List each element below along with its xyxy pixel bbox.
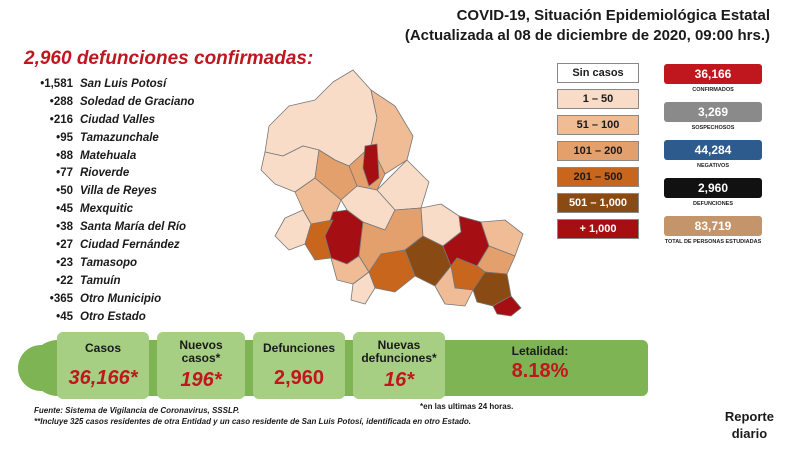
death-count: 27 xyxy=(8,239,80,251)
state-map xyxy=(260,69,524,317)
municipality-name: Otro Estado xyxy=(80,310,146,323)
municipality-name: Rioverde xyxy=(80,167,130,180)
deaths-card-value: 2,960 xyxy=(273,367,325,389)
source-note: Fuente: Sistema de Vigilancia de Coronav… xyxy=(34,406,240,415)
municipality-name: Soledad de Graciano xyxy=(80,95,195,108)
daily-report-label: Reporte diario xyxy=(725,408,774,442)
municipality-name: Tamuín xyxy=(80,274,121,287)
death-count: 45 xyxy=(8,203,80,215)
legend-item: Sin casos xyxy=(557,63,639,83)
lethality-value: 8.18% xyxy=(511,360,569,382)
new-deaths-value: 16* xyxy=(383,369,415,391)
death-count: 22 xyxy=(8,275,80,287)
map-region-south-2 xyxy=(350,271,376,305)
negative-value: 44,284 xyxy=(664,140,762,160)
new-cases-card: Nuevos casos* 196* xyxy=(157,332,245,399)
new-deaths-label: Nuevas defunciones* xyxy=(361,338,437,365)
legend-item: 1 – 50 xyxy=(557,89,639,109)
map-region-huasteca-4 xyxy=(434,265,474,307)
deaths-card-label: Defunciones xyxy=(262,341,335,355)
new-deaths-card: Nuevas defunciones* 16* xyxy=(353,332,445,399)
legend-item: 201 – 500 xyxy=(557,167,639,187)
deaths-card: Defunciones 2,960 xyxy=(253,332,345,399)
map-region-northeast-red xyxy=(362,143,380,187)
total-studied-label: TOTAL DE PERSONAS ESTUDIADAS xyxy=(664,239,762,245)
municipality-name: Santa María del Río xyxy=(80,221,187,234)
daily-report-line1: Reporte xyxy=(724,409,774,424)
new-cases-label: Nuevos casos* xyxy=(179,338,223,365)
lethality-block: Letalidad: 8.18% xyxy=(480,345,600,383)
report-update-date: (Actualizada al 08 de diciembre de 2020,… xyxy=(404,27,770,44)
death-count: 38 xyxy=(8,221,80,233)
map-region-huasteca-south xyxy=(492,295,522,317)
new-cases-value: 196* xyxy=(180,369,222,391)
lethality-label: Letalidad: xyxy=(511,344,569,358)
cases-label: Casos xyxy=(84,341,122,355)
municipality-name: Villa de Reyes xyxy=(80,185,157,198)
death-count: 365 xyxy=(8,293,80,305)
map-region-huasteca-2 xyxy=(480,219,524,257)
stats-panel: 36,166 CONFIRMADOS 3,269 SOSPECHOSOS 44,… xyxy=(664,64,762,254)
legend-item: 501 – 1,000 xyxy=(557,193,639,213)
municipality-name: Matehuala xyxy=(80,149,137,162)
total-studied-value: 83,719 xyxy=(664,216,762,236)
municipality-name: Tamasopo xyxy=(80,256,138,269)
municipality-name: Tamazunchale xyxy=(80,131,159,144)
residents-note: **Incluye 325 casos residentes de otra E… xyxy=(34,417,472,426)
suspected-value: 3,269 xyxy=(664,102,762,122)
report-title: COVID-19, Situación Epidemiológica Estat… xyxy=(456,7,770,24)
death-count: 1,581 xyxy=(8,78,80,90)
deaths-label: DEFUNCIONES xyxy=(692,201,734,207)
cases-value: 36,166* xyxy=(68,367,138,389)
suspected-label: SOSPECHOSOS xyxy=(691,125,735,131)
death-count: 288 xyxy=(8,96,80,108)
municipality-name: Ciudad Fernández xyxy=(80,238,180,251)
municipality-name: Otro Municipio xyxy=(80,292,162,305)
confirmed-value: 36,166 xyxy=(664,64,762,84)
footer-notes: Fuente: Sistema de Vigilancia de Coronav… xyxy=(34,405,504,427)
legend-item: 51 – 100 xyxy=(557,115,639,135)
legend-item: + 1,000 xyxy=(557,219,639,239)
last-24h-note: *en las ultimas 24 horas. xyxy=(420,402,514,411)
map-legend: Sin casos 1 – 50 51 – 100 101 – 200 201 … xyxy=(557,63,639,245)
death-count: 216 xyxy=(8,114,80,126)
death-count: 95 xyxy=(8,132,80,144)
municipality-name: San Luis Potosí xyxy=(80,77,167,90)
map-region-north-east xyxy=(370,89,414,175)
report-header: COVID-19, Situación Epidemiológica Estat… xyxy=(405,6,770,46)
deaths-title: 2,960 defunciones confirmadas: xyxy=(24,48,314,69)
death-count: 77 xyxy=(8,167,80,179)
confirmed-label: CONFIRMADOS xyxy=(692,87,734,93)
daily-report-line2: diario xyxy=(731,426,768,441)
death-count: 23 xyxy=(8,257,80,269)
deaths-value: 2,960 xyxy=(664,178,762,198)
death-count: 45 xyxy=(8,311,80,323)
cases-card: Casos 36,166* xyxy=(57,332,149,399)
death-count: 50 xyxy=(8,185,80,197)
negative-label: NEGATIVOS xyxy=(697,163,729,169)
municipality-name: Ciudad Valles xyxy=(80,113,155,126)
municipality-name: Mexquitic xyxy=(80,203,134,216)
legend-item: 101 – 200 xyxy=(557,141,639,161)
death-count: 88 xyxy=(8,150,80,162)
